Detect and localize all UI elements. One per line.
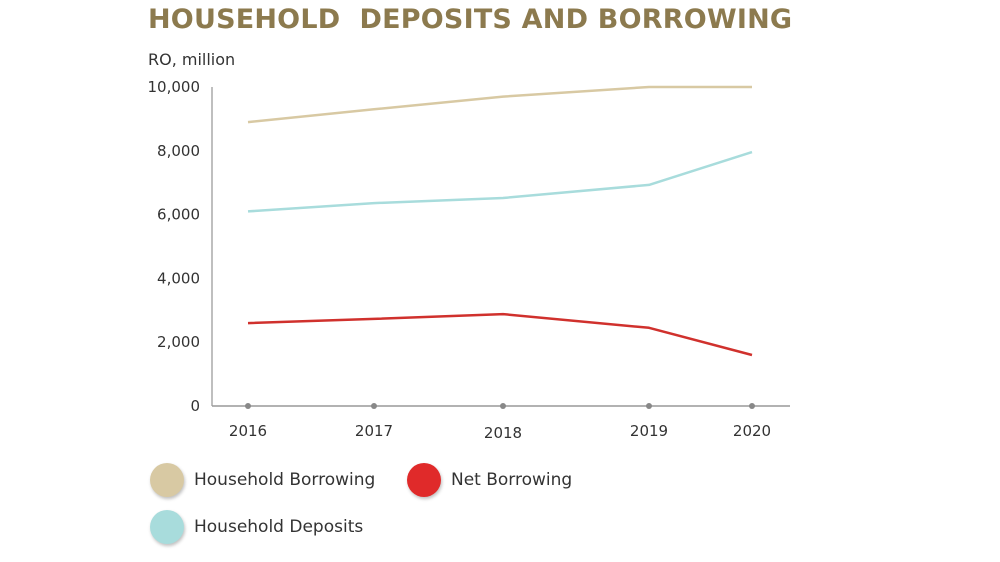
legend-swatch-icon xyxy=(407,463,441,497)
series-line-household-borrowing xyxy=(247,85,752,124)
legend-label: Net Borrowing xyxy=(451,470,573,490)
x-tick-mark xyxy=(371,403,377,409)
x-tick-label: 2019 xyxy=(630,422,668,440)
x-tick-label: 2018 xyxy=(484,424,522,442)
y-tick-label: 10,000 xyxy=(148,78,201,96)
legend-item-net-borrowing: Net Borrowing xyxy=(407,463,572,497)
legend-label: Household Deposits xyxy=(194,517,364,537)
x-tick-mark xyxy=(500,403,506,409)
series-line-household-deposits xyxy=(247,150,753,213)
y-tick-label: 0 xyxy=(190,397,200,415)
y-tick-label: 2,000 xyxy=(157,333,200,351)
x-tick-label: 2017 xyxy=(355,422,393,440)
y-tick-label: 6,000 xyxy=(157,206,200,224)
x-tick-mark xyxy=(245,403,251,409)
series-line-net-borrowing xyxy=(247,312,753,357)
y-tick-label: 4,000 xyxy=(157,269,200,287)
x-tick-mark xyxy=(646,403,652,409)
legend-swatch-icon xyxy=(150,463,184,497)
x-tick-label: 2020 xyxy=(733,422,771,440)
x-tick-label: 2016 xyxy=(229,422,267,440)
y-axis-label: RO, million xyxy=(148,50,236,69)
legend-item-household-borrowing: Household Borrowing xyxy=(150,463,375,497)
chart-title: HOUSEHOLD DEPOSITS AND BORROWING xyxy=(148,4,793,35)
y-tick-label: 8,000 xyxy=(157,142,200,160)
legend-swatch-icon xyxy=(150,510,184,544)
legend-label: Household Borrowing xyxy=(194,470,376,490)
x-tick-mark xyxy=(749,403,755,409)
legend-item-household-deposits: Household Deposits xyxy=(150,510,363,544)
